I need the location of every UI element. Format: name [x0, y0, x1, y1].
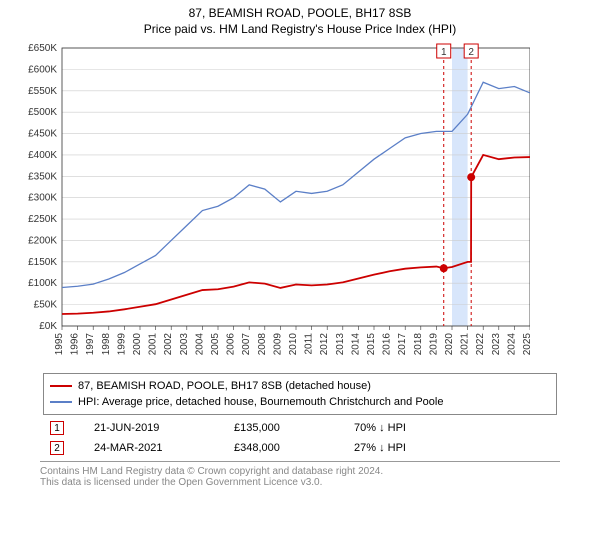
marker-row: 2 24-MAR-2021 £348,000 27% ↓ HPI — [50, 441, 550, 455]
svg-text:£400K: £400K — [28, 150, 57, 161]
chart-legend: 87, BEAMISH ROAD, POOLE, BH17 8SB (detac… — [43, 373, 557, 415]
svg-text:1995: 1995 — [54, 333, 65, 356]
svg-text:2008: 2008 — [257, 333, 268, 356]
line-chart: £0K £50K £100K £150K £200K £250K £300K £350K £40… — [10, 42, 590, 367]
svg-text:2022: 2022 — [475, 333, 486, 356]
svg-text:2003: 2003 — [179, 333, 190, 356]
svg-text:£500K: £500K — [28, 107, 57, 118]
footer-line-2: This data is licensed under the Open Gov… — [40, 477, 560, 488]
svg-text:2017: 2017 — [397, 333, 408, 356]
svg-text:£150K: £150K — [28, 257, 57, 268]
svg-text:2025: 2025 — [522, 333, 530, 356]
chart-title: 87, BEAMISH ROAD, POOLE, BH17 8SB — [10, 6, 590, 20]
marker-table: 1 21-JUN-2019 £135,000 70% ↓ HPI 2 24-MAR-202… — [50, 421, 550, 455]
footer-line-1: Contains HM Land Registry data © Crown c… — [40, 466, 560, 477]
svg-text:1997: 1997 — [85, 333, 96, 356]
legend-swatch — [50, 401, 72, 403]
marker-row: 1 21-JUN-2019 £135,000 70% ↓ HPI — [50, 421, 550, 435]
svg-text:2013: 2013 — [335, 333, 346, 356]
svg-text:£350K: £350K — [28, 171, 57, 182]
marker-price: £135,000 — [234, 422, 324, 434]
svg-text:2010: 2010 — [288, 333, 299, 356]
marker-price: £348,000 — [234, 442, 324, 454]
marker-pct: 70% ↓ HPI — [354, 422, 406, 434]
svg-text:2000: 2000 — [132, 333, 143, 356]
marker-date: 24-MAR-2021 — [94, 442, 204, 454]
svg-text:2005: 2005 — [210, 333, 221, 356]
svg-text:2: 2 — [468, 47, 474, 58]
svg-text:2021: 2021 — [460, 333, 471, 356]
svg-text:2020: 2020 — [444, 333, 455, 356]
svg-text:2019: 2019 — [428, 333, 439, 356]
svg-text:2002: 2002 — [163, 333, 174, 356]
legend-label: HPI: Average price, detached house, Bour… — [78, 394, 443, 410]
legend-row: HPI: Average price, detached house, Bour… — [50, 394, 550, 410]
svg-text:2004: 2004 — [194, 333, 205, 356]
svg-text:£550K: £550K — [28, 86, 57, 97]
svg-text:£0K: £0K — [39, 321, 57, 332]
marker-badge: 2 — [50, 441, 64, 455]
svg-text:2014: 2014 — [350, 333, 361, 356]
legend-row: 87, BEAMISH ROAD, POOLE, BH17 8SB (detac… — [50, 378, 550, 394]
chart-footer: Contains HM Land Registry data © Crown c… — [40, 461, 560, 488]
svg-text:2023: 2023 — [491, 333, 502, 356]
svg-text:£650K: £650K — [28, 43, 57, 54]
svg-text:2012: 2012 — [319, 333, 330, 356]
svg-text:2016: 2016 — [382, 333, 393, 356]
legend-label: 87, BEAMISH ROAD, POOLE, BH17 8SB (detac… — [78, 378, 371, 394]
svg-text:£450K: £450K — [28, 129, 57, 140]
svg-text:2011: 2011 — [304, 333, 315, 355]
marker-badge: 1 — [50, 421, 64, 435]
svg-text:£200K: £200K — [28, 235, 57, 246]
legend-swatch — [50, 385, 72, 387]
svg-text:2015: 2015 — [366, 333, 377, 356]
svg-text:2018: 2018 — [413, 333, 424, 356]
svg-text:1996: 1996 — [70, 333, 81, 356]
svg-text:£100K: £100K — [28, 278, 57, 289]
svg-text:2024: 2024 — [506, 333, 517, 356]
svg-text:£600K: £600K — [28, 64, 57, 75]
svg-text:2001: 2001 — [148, 333, 159, 356]
chart-subtitle: Price paid vs. HM Land Registry's House … — [10, 22, 590, 36]
svg-text:2006: 2006 — [226, 333, 237, 356]
svg-text:1: 1 — [441, 47, 447, 58]
marker-pct: 27% ↓ HPI — [354, 442, 406, 454]
svg-text:£50K: £50K — [34, 300, 58, 311]
svg-text:2007: 2007 — [241, 333, 252, 356]
chart-svg: £0K £50K £100K £150K £200K £250K £300K £350K £40… — [10, 42, 530, 362]
svg-text:£250K: £250K — [28, 214, 57, 225]
svg-text:1998: 1998 — [101, 333, 112, 356]
svg-text:1999: 1999 — [116, 333, 127, 356]
svg-text:2009: 2009 — [272, 333, 283, 356]
marker-date: 21-JUN-2019 — [94, 422, 204, 434]
svg-text:£300K: £300K — [28, 193, 57, 204]
